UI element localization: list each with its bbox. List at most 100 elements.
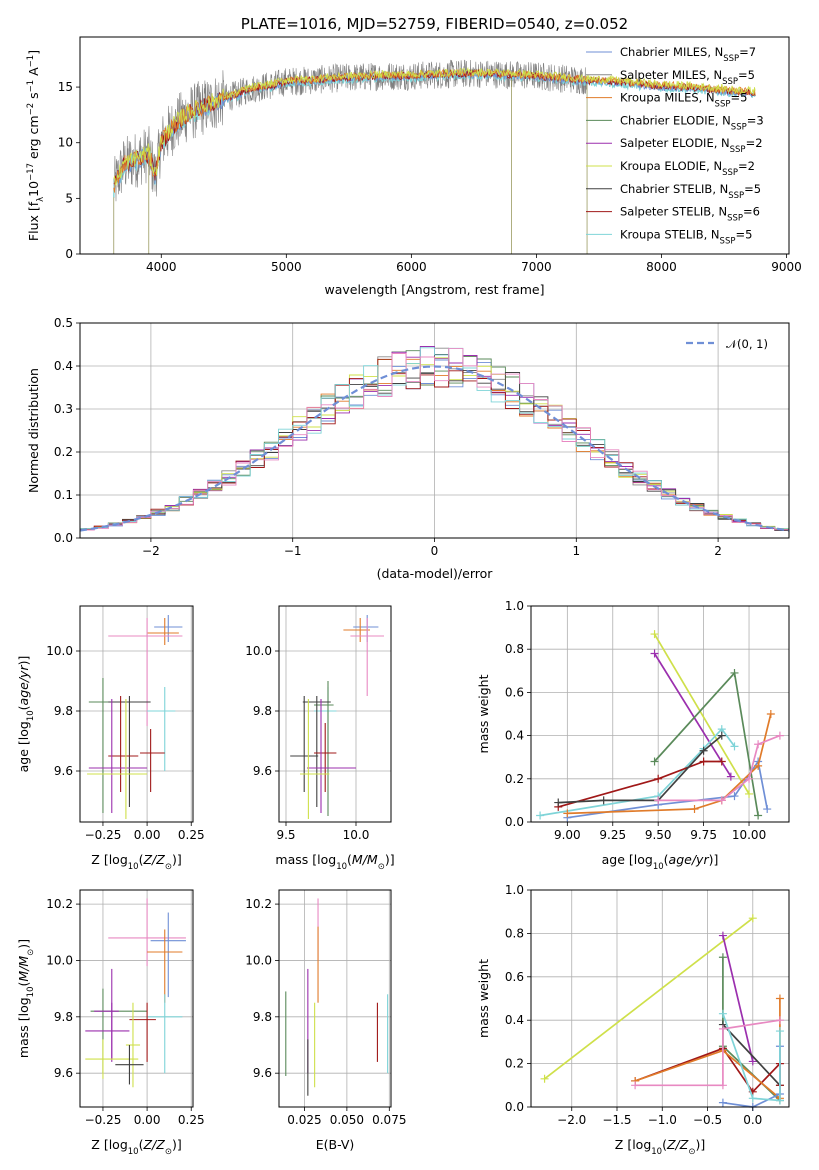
legend-entry: Salpeter ELODIE, NSSP=2 <box>620 136 763 155</box>
x-tick-label: 1 <box>572 544 580 558</box>
y-axis-label: Flux [fλ10−17 erg cm−2 s−1 A−1] <box>26 50 46 241</box>
weight-marker <box>718 1098 727 1107</box>
weight-line-salpeter_elodie <box>653 653 732 778</box>
weight-marker <box>775 1027 784 1036</box>
weight-marker <box>718 1081 727 1090</box>
weight-line-kroupa_elodie <box>653 633 750 795</box>
weight-marker <box>599 796 608 805</box>
weight-marker <box>748 1057 757 1066</box>
y-tick-label: 15 <box>58 80 73 94</box>
x-tick-label: 0.25 <box>178 828 205 842</box>
weight-marker <box>650 757 659 766</box>
weight-marker <box>754 740 763 749</box>
y-tick-label: 0.6 <box>505 685 524 699</box>
y-tick-label: 10.2 <box>245 897 272 911</box>
weight-marker <box>718 1009 727 1018</box>
y-axis-label: Normed distribution <box>26 368 41 493</box>
weight-marker <box>699 757 708 766</box>
weight-marker <box>745 774 754 783</box>
y-tick-label: 9.6 <box>253 764 272 778</box>
x-axis-label: Z [log10(Z/Z⊙)] <box>615 1137 705 1157</box>
histogram-kroupa_stelib <box>80 347 789 530</box>
weight-marker <box>766 710 775 718</box>
histogram-pink <box>80 347 789 531</box>
x-axis-label: Z [log10(Z/Z⊙)] <box>91 1137 181 1157</box>
axes-frame <box>278 889 392 1108</box>
y-tick-label: 0.2 <box>505 772 524 786</box>
weight-marker <box>717 731 726 740</box>
y-tick-label: 9.8 <box>253 1010 272 1024</box>
x-tick-label: 0.00 <box>134 1113 161 1127</box>
x-tick-label: 9.5 <box>276 828 295 842</box>
gaussian-curve <box>79 365 790 532</box>
y-tick-label: 5 <box>65 191 73 205</box>
x-tick-label: 0.25 <box>178 1113 205 1127</box>
x-tick-label: 4000 <box>146 260 177 274</box>
y-axis-label: mass weight <box>476 959 491 1038</box>
y-tick-label: 10.0 <box>245 953 272 967</box>
x-axis-label: Z [log10(Z/Z⊙)] <box>91 852 181 872</box>
legend-entry: Chabrier ELODIE, NSSP=3 <box>620 113 764 132</box>
y-tick-label: 0.4 <box>505 729 524 743</box>
weight-line-salpeter_elodie <box>722 935 754 1062</box>
y-tick-label: 0.4 <box>54 359 73 373</box>
axes-frame <box>278 605 392 823</box>
y-tick-label: 10.2 <box>46 897 73 911</box>
y-tick-label: 9.6 <box>54 1066 73 1080</box>
weight-marker <box>718 931 727 940</box>
residuals-panel: −2 −1 0 1 2 0.0 0.1 0.2 0.3 0.4 0.5 (data-model)/er… <box>26 316 790 581</box>
y-tick-label: 9.8 <box>54 1010 73 1024</box>
x-tick-label: 0.050 <box>330 1113 364 1127</box>
x-axis-label: wavelength [Angstrom, rest frame] <box>324 282 544 297</box>
weight-line-chabrier_elodie <box>653 671 759 816</box>
weight-marker <box>754 761 763 770</box>
weight-marker <box>763 805 772 814</box>
y-tick-label: 0 <box>65 247 73 261</box>
y-tick-label: 10.0 <box>245 644 272 658</box>
x-tick-label: 0.075 <box>372 1113 406 1127</box>
x-tick-label: −1.0 <box>648 1113 677 1127</box>
weight-marker <box>730 742 739 751</box>
x-tick-label: 9.50 <box>645 828 672 842</box>
weight_vs_age-panel: 9.00 9.25 9.50 9.75 10.00 0.0 0.2 0.4 0.6 0.8 1.0 a… <box>476 599 790 872</box>
weight-marker <box>745 789 754 798</box>
x-tick-label: −0.5 <box>693 1113 722 1127</box>
weight_vs_Z-panel: −2.0 −1.5 −1.0 −0.5 0.0 0.0 0.2 0.4 0.6 0.8 1.0 Z [… <box>476 883 790 1157</box>
axes-frame <box>79 605 194 823</box>
y-tick-label: 0.0 <box>505 1100 524 1114</box>
weight-line-chabrier_stelib <box>558 734 723 804</box>
x-tick-label: 6000 <box>396 260 427 274</box>
y-axis-label: mass weight <box>476 674 491 753</box>
y-tick-label: 0.1 <box>54 488 73 502</box>
x-tick-label: 0.0 <box>743 1113 762 1127</box>
legend-entry: Kroupa MILES, NSSP=5 <box>620 91 747 110</box>
figure-title: PLATE=1016, MJD=52759, FIBERID=0540, z=0… <box>241 15 628 33</box>
mass_vs_Z-panel: −0.25 0.00 0.25 9.6 9.8 10.0 10.2 Z [log10(Z/Z⊙… <box>16 889 205 1157</box>
weight-line-salpeter_stelib <box>558 760 722 808</box>
age_vs_mass-panel: 9.5 10.0 9.6 9.8 10.0 mass [log10(M/M⊙)] <box>245 605 395 872</box>
weight-marker <box>775 994 784 1003</box>
axes-frame <box>530 605 790 823</box>
y-axis-label: mass [log10(M/M⊙)] <box>16 939 36 1058</box>
weight-marker <box>699 746 708 755</box>
weight-marker <box>717 757 726 766</box>
y-tick-label: 9.8 <box>253 704 272 718</box>
weight-marker <box>775 1096 784 1105</box>
weight-line-kroupa_stelib <box>722 1013 781 1102</box>
y-tick-label: 9.8 <box>54 704 73 718</box>
x-tick-label: 2 <box>714 544 722 558</box>
weight-marker <box>748 1094 757 1103</box>
weight-line-kroupa_elodie <box>544 917 754 1080</box>
weight-marker <box>650 630 659 639</box>
weight-line-pink <box>635 1019 781 1087</box>
x-tick-label: −2.0 <box>557 1113 586 1127</box>
legend-entry: 𝒩(0, 1) <box>726 337 768 351</box>
spectrum-data-line <box>113 59 587 202</box>
y-tick-label: 10.0 <box>46 644 73 658</box>
weight-marker <box>717 796 726 805</box>
mass_vs_ebv-panel: 0.025 0.050 0.075 9.6 9.8 10.0 10.2 E(B-V) <box>245 889 406 1152</box>
legend-entry: Chabrier STELIB, NSSP=5 <box>620 182 761 201</box>
axes-frame <box>79 36 790 255</box>
weight-marker <box>554 798 563 807</box>
y-tick-label: 0.0 <box>54 531 73 545</box>
